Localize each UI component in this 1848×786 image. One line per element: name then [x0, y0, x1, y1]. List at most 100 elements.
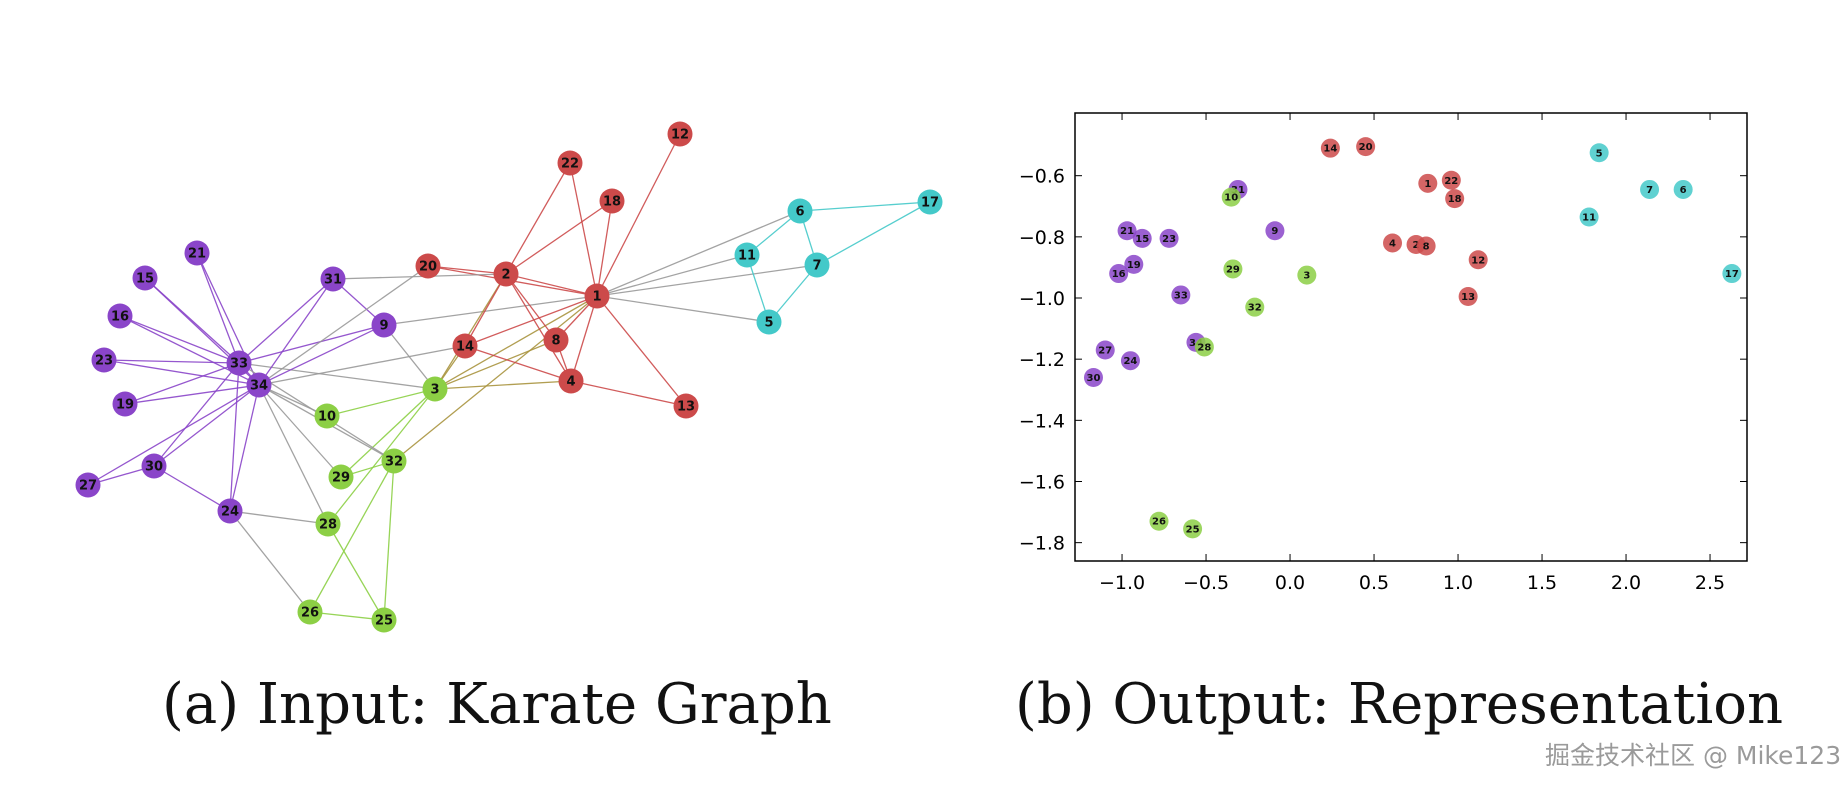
graph-node-circle — [493, 261, 519, 287]
graph-node-circle — [756, 309, 782, 335]
graph-node-circle — [452, 333, 478, 359]
scatter-point-6: 6 — [1673, 179, 1693, 199]
scatter-point-28: 28 — [1194, 337, 1214, 357]
scatter-point-label: 4 — [1389, 238, 1396, 249]
graph-node-label: 21 — [188, 247, 206, 262]
graph-edge-1-11 — [596, 254, 748, 297]
graph-node-6: 6 — [787, 198, 813, 224]
graph-node-label: 22 — [561, 157, 579, 172]
graph-node-circle — [107, 303, 133, 329]
graph-edge-2-4 — [505, 273, 572, 382]
graph-edge-16-33 — [119, 315, 240, 364]
scatter-point-20: 20 — [1356, 137, 1376, 157]
scatter-point-label: 14 — [1323, 144, 1337, 155]
graph-edge-3-4 — [434, 380, 572, 390]
graph-node-4: 4 — [558, 368, 584, 394]
graph-edge-2-14 — [464, 273, 507, 347]
scatter-point-label: 9 — [1271, 226, 1278, 237]
scatter-point-label: 3 — [1303, 271, 1310, 282]
graph-node-label: 5 — [764, 316, 773, 331]
y-tick-label: −1.6 — [1019, 471, 1065, 493]
scatter-point-5: 5 — [1589, 143, 1609, 163]
scatter-point-label: 23 — [1162, 234, 1176, 245]
graph-node-7: 7 — [804, 252, 830, 278]
scatter-point-circle — [1468, 250, 1488, 270]
graph-edge-20-34 — [258, 265, 429, 386]
scatter-point-18: 18 — [1445, 189, 1465, 209]
graph-edge-14-34 — [258, 345, 466, 386]
graph-node-label: 6 — [795, 205, 804, 220]
graph-node-16: 16 — [107, 303, 133, 329]
graph-edge-23-34 — [103, 359, 260, 386]
graph-edge-19-33 — [124, 362, 240, 405]
graph-node-circle — [371, 312, 397, 338]
graph-edge-2-3 — [434, 273, 507, 390]
graph-node-22: 22 — [557, 150, 583, 176]
graph-edge-9-33 — [238, 324, 385, 364]
graph-edge-6-17 — [799, 201, 931, 212]
x-tick-label: 2.5 — [1695, 572, 1725, 594]
graph-node-label: 13 — [677, 400, 695, 415]
graph-node-30: 30 — [141, 453, 167, 479]
scatter-point-circle — [1265, 221, 1285, 241]
graph-node-circle — [141, 453, 167, 479]
scatter-point-label: 29 — [1226, 264, 1240, 275]
x-tick-label: 0.5 — [1359, 572, 1389, 594]
y-tick-label: −1.4 — [1019, 410, 1065, 432]
graph-edge-7-17 — [816, 201, 931, 266]
scatter-point-13: 13 — [1458, 286, 1478, 306]
graph-node-label: 12 — [671, 128, 689, 143]
graph-edge-3-8 — [434, 339, 557, 390]
graph-node-33: 33 — [226, 350, 252, 376]
caption-output-representation: (b) Output: Representation — [1015, 672, 1784, 737]
graph-edge-25-32 — [383, 460, 395, 621]
scatter-point-label: 16 — [1112, 269, 1126, 280]
scatter-point-circle — [1083, 368, 1103, 388]
graph-edge-1-14 — [464, 295, 598, 347]
scatter-point-22: 22 — [1441, 170, 1461, 190]
graph-edge-1-5 — [596, 295, 770, 323]
scatter-point-label: 24 — [1123, 356, 1137, 367]
graph-node-12: 12 — [667, 121, 693, 147]
scatter-point-33: 33 — [1171, 285, 1191, 305]
graph-node-32: 32 — [381, 448, 407, 474]
x-tick-label: 1.5 — [1527, 572, 1557, 594]
scatter-point-label: 21 — [1120, 226, 1134, 237]
graph-edge-21-33 — [196, 252, 240, 364]
scatter-point-circle — [1445, 189, 1465, 209]
graph-node-31: 31 — [320, 266, 346, 292]
scatter-point-14: 14 — [1320, 138, 1340, 158]
x-tick-label: −1.0 — [1099, 572, 1145, 594]
scatter-points: 1420122184281213576111731109211523191629… — [1083, 137, 1742, 539]
watermark-text: 掘金技术社区 @ Mike123 — [1545, 741, 1842, 770]
graph-node-label: 16 — [111, 310, 129, 325]
axis-ticks: −1.0 −0.5 0.0 0.5 1.0 1.5 2.0 2.5 −0.6 −0.8 −1.0 −1… — [1019, 113, 1747, 594]
scatter-point-circle — [1673, 179, 1693, 199]
graph-edge-1-13 — [596, 295, 687, 407]
scatter-point-29: 29 — [1223, 259, 1243, 279]
graph-node-label: 19 — [116, 398, 134, 413]
graph-edge-25-28 — [327, 523, 385, 621]
scatter-point-circle — [1194, 337, 1214, 357]
graph-node-circle — [112, 391, 138, 417]
graph-edge-1-22 — [569, 162, 598, 297]
graph-node-15: 15 — [132, 265, 158, 291]
scatter-point-label: 20 — [1359, 142, 1373, 153]
graph-node-14: 14 — [452, 333, 478, 359]
representation-scatter-plot: −1.0 −0.5 0.0 0.5 1.0 1.5 2.0 2.5 −0.6 −0.8 −1.0 −1… — [1019, 112, 1748, 594]
graph-node-circle — [75, 472, 101, 498]
scatter-point-11: 11 — [1579, 207, 1599, 227]
graph-node-24: 24 — [217, 498, 243, 524]
scatter-point-circle — [1418, 173, 1438, 193]
scatter-point-12: 12 — [1468, 250, 1488, 270]
graph-edge-1-18 — [596, 200, 613, 297]
graph-node-9: 9 — [371, 312, 397, 338]
graph-edge-24-30 — [153, 465, 231, 512]
graph-edge-31-34 — [258, 278, 334, 386]
graph-node-label: 28 — [319, 518, 337, 533]
scatter-point-23: 23 — [1159, 228, 1179, 248]
graph-edge-19-34 — [124, 384, 260, 405]
graph-node-17: 17 — [917, 189, 943, 215]
scatter-point-15: 15 — [1132, 228, 1152, 248]
graph-edge-24-28 — [229, 510, 329, 525]
